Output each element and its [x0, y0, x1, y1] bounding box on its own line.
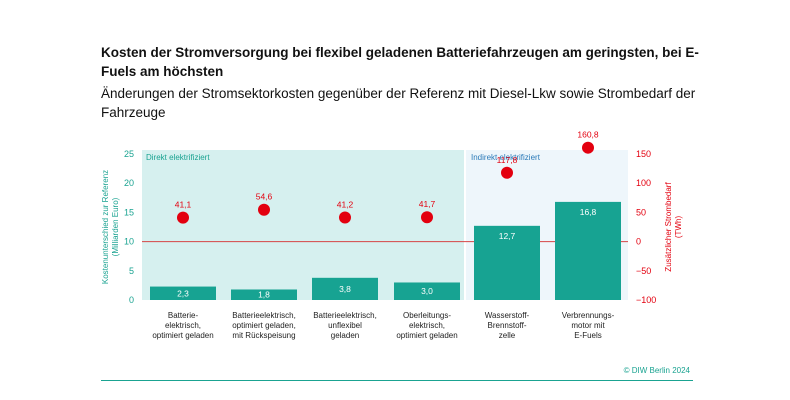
dot-value-label: 117,8: [497, 155, 518, 165]
category-label: optimiert geladen: [152, 331, 213, 340]
y2-tick-label: −50: [636, 266, 651, 276]
dot-value-label: 160,8: [577, 130, 599, 140]
y-tick-label: 0: [129, 295, 134, 305]
category-label: zelle: [499, 331, 516, 340]
y-axis-label: Kostenunterschied zur Referenz: [101, 170, 110, 284]
bar-value-label: 1,8: [258, 290, 270, 300]
footer-divider: [101, 380, 693, 381]
demand-dot: [582, 141, 594, 154]
bar: [555, 201, 621, 300]
dot-value-label: 54,6: [256, 192, 273, 202]
category-label: Brennstoff-: [488, 321, 527, 330]
group-label-indirect: Indirekt elektrifiziert: [471, 153, 541, 162]
demand-dot: [177, 211, 189, 224]
category-label: Batterieelektrisch,: [313, 311, 377, 320]
category-label: optimiert geladen: [396, 331, 457, 340]
category-label: Verbrennungs-: [562, 311, 615, 320]
bar: [312, 277, 378, 300]
y-tick-label: 10: [124, 237, 134, 247]
category-label: optimiert geladen,: [232, 321, 296, 330]
bar: [394, 282, 460, 300]
y2-tick-label: −100: [636, 295, 656, 305]
dot-value-label: 41,2: [337, 200, 354, 210]
group-label-direct: Direkt elektrifiziert: [146, 153, 210, 162]
dot-value-label: 41,7: [419, 199, 436, 209]
category-label: elektrisch,: [409, 321, 445, 330]
category-label: Batterie-: [168, 311, 199, 320]
bar: [231, 289, 297, 300]
category-label: E-Fuels: [574, 331, 602, 340]
bar: [150, 286, 216, 300]
bar: [474, 225, 540, 300]
bar-value-label: 3,8: [339, 284, 351, 294]
category-label: unflexibel: [328, 321, 362, 330]
bar-value-label: 2,3: [177, 288, 189, 298]
bar-value-label: 3,0: [421, 286, 433, 296]
y2-axis-label: (TWh): [674, 216, 683, 239]
category-label: geladen: [331, 331, 359, 340]
chart-subtitle: Änderungen der Stromsektorkosten gegenüb…: [101, 86, 696, 120]
y2-axis-label: Zusätzlicher Strombedarf: [664, 182, 673, 272]
y-tick-label: 25: [124, 149, 134, 159]
category-label: Oberleitungs-: [403, 311, 451, 320]
copyright-notice: © DIW Berlin 2024: [623, 366, 690, 375]
demand-dot: [421, 211, 433, 224]
y-tick-label: 5: [129, 266, 134, 276]
y2-tick-label: 150: [636, 149, 651, 159]
chart-title: Kosten der Stromversorgung bei flexibel …: [101, 45, 699, 79]
y2-tick-label: 100: [636, 178, 651, 188]
category-label: Wasserstoff-: [485, 311, 530, 320]
dot-value-label: 41,1: [175, 200, 192, 210]
category-label: Batterieelektrisch,: [232, 311, 296, 320]
demand-dot: [339, 211, 351, 224]
y-tick-label: 20: [124, 178, 134, 188]
category-label: mit Rückspeisung: [232, 331, 295, 340]
bar-value-label: 16,8: [580, 207, 597, 217]
y2-tick-label: 0: [636, 237, 641, 247]
category-label: motor mit: [571, 321, 605, 330]
bar-value-label: 12,7: [499, 231, 516, 241]
y-tick-label: 15: [124, 207, 134, 217]
category-label: elektrisch,: [165, 321, 201, 330]
y-axis-label: (Milliarden Euro): [111, 197, 120, 256]
demand-dot: [258, 203, 270, 216]
demand-dot: [501, 166, 513, 179]
panel-direct: [142, 150, 464, 300]
y2-tick-label: 50: [636, 207, 646, 217]
